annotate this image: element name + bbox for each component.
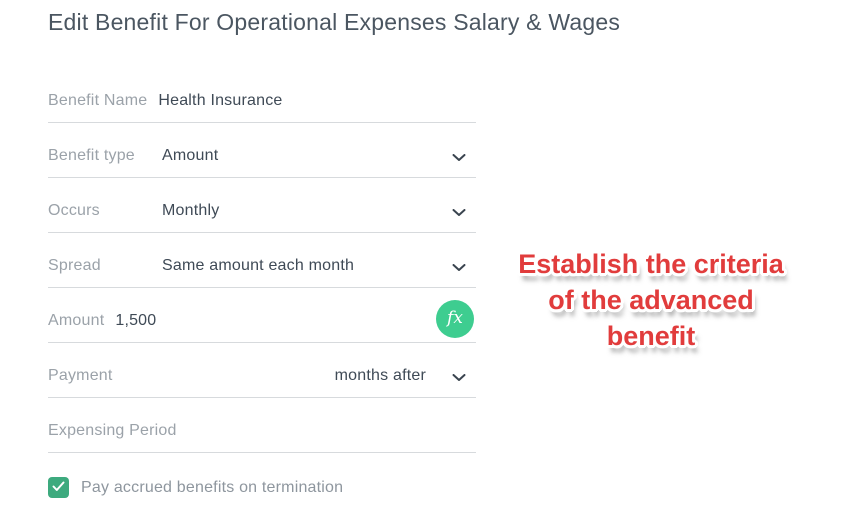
annotation-line: Establish the criteria xyxy=(518,249,784,279)
benefit-name-input[interactable]: Health Insurance xyxy=(158,92,283,109)
spread-label: Spread xyxy=(48,257,101,274)
annotation-text: Establish the criteria of the advanced b… xyxy=(500,246,802,354)
occurs-label: Occurs xyxy=(48,202,100,219)
page-title: Edit Benefit For Operational Expenses Sa… xyxy=(48,9,621,35)
occurs-select[interactable]: Monthly xyxy=(162,202,476,220)
formula-button[interactable]: fx xyxy=(436,300,474,338)
field-row-benefit-type: Benefit type Amount xyxy=(48,123,476,178)
chevron-down-icon xyxy=(452,154,466,165)
field-row-spread: Spread Same amount each month xyxy=(48,233,476,288)
amount-label: Amount xyxy=(48,312,105,329)
spread-value: Same amount each month xyxy=(162,257,355,274)
pay-accrued-benefits-label[interactable]: Pay accrued benefits on termination xyxy=(81,478,344,496)
annotation-line: benefit xyxy=(606,321,696,351)
payment-input[interactable] xyxy=(113,365,335,385)
field-row-benefit-name: Benefit Name Health Insurance xyxy=(48,68,476,123)
amount-input[interactable]: 1,500 xyxy=(115,312,157,329)
field-row-occurs: Occurs Monthly xyxy=(48,178,476,233)
benefit-type-label: Benefit type xyxy=(48,147,135,164)
chevron-down-icon[interactable] xyxy=(452,374,466,385)
benefit-type-select[interactable]: Amount xyxy=(162,147,476,165)
expensing-period-input[interactable] xyxy=(188,420,476,440)
spread-select[interactable]: Same amount each month xyxy=(162,257,476,275)
check-icon xyxy=(52,479,65,497)
benefit-type-value: Amount xyxy=(162,147,219,164)
payment-label: Payment xyxy=(48,367,113,384)
benefit-form: Benefit Name Health Insurance Benefit ty… xyxy=(48,68,476,453)
benefit-name-label: Benefit Name xyxy=(48,92,148,109)
field-row-amount: Amount 1,500 fx xyxy=(48,288,476,343)
field-row-expensing-period: Expensing Period xyxy=(48,398,476,453)
pay-accrued-benefits-row: Pay accrued benefits on termination xyxy=(48,477,343,498)
chevron-down-icon xyxy=(452,264,466,275)
payment-unit-value[interactable]: months after xyxy=(334,367,426,384)
pay-accrued-benefits-checkbox[interactable] xyxy=(48,477,69,498)
field-row-payment: Payment months after xyxy=(48,343,476,398)
chevron-down-icon xyxy=(452,209,466,220)
annotation-line: of the advanced xyxy=(548,285,754,315)
occurs-value: Monthly xyxy=(162,202,220,219)
formula-fx-icon: fx xyxy=(447,307,463,328)
expensing-period-label: Expensing Period xyxy=(48,422,177,439)
